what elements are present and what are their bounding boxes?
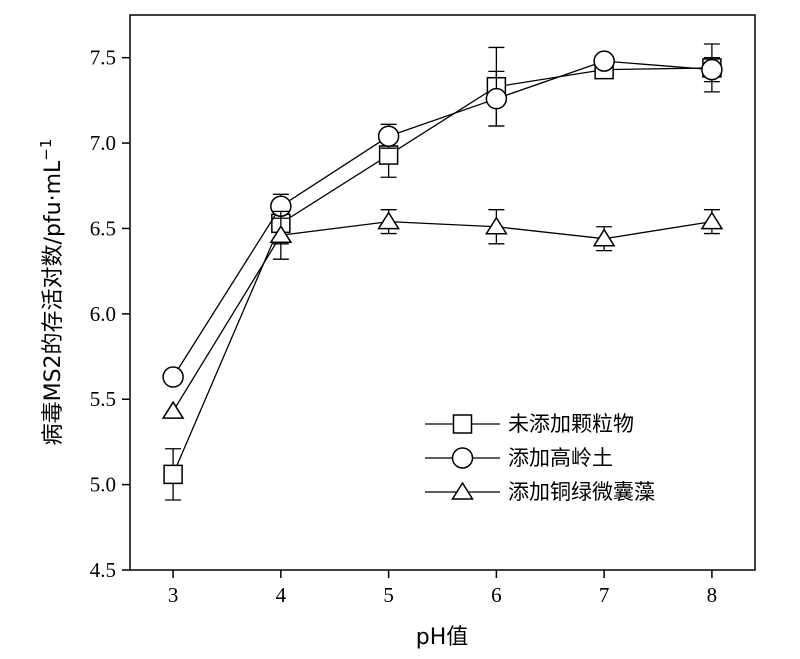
data-point (161, 400, 185, 419)
data-point (377, 211, 400, 230)
legend-item: 添加铜绿微囊藻 (425, 480, 655, 504)
series-layer (161, 43, 724, 501)
x-axis: 3 4 5 6 7 8 (168, 570, 717, 607)
data-point (485, 216, 508, 235)
y-tick-label: 7.0 (90, 131, 116, 155)
x-axis-title: pH值 (416, 625, 469, 650)
data-point (269, 224, 293, 244)
legend-marker (451, 447, 474, 469)
data-point (162, 366, 184, 388)
data-point (593, 50, 615, 72)
data-point (700, 211, 724, 230)
legend-item: 添加高岭土 (425, 446, 613, 470)
data-point (485, 87, 508, 110)
legend-item: 未添加颗粒物 (425, 412, 634, 436)
x-tick-label: 6 (491, 583, 502, 607)
x-tick-label: 7 (599, 583, 610, 607)
y-tick-label: 4.5 (90, 558, 116, 582)
y-tick-label: 6.5 (90, 216, 116, 240)
x-tick-label: 5 (383, 583, 394, 607)
series-square (163, 43, 722, 501)
legend-marker (451, 481, 474, 500)
data-point (592, 228, 616, 247)
x-tick-label: 8 (707, 583, 718, 607)
series-triangle (161, 209, 724, 419)
series-line (172, 60, 712, 378)
y-axis-title: 病毒MS2的存活对数/pfu·mL−1 (37, 139, 66, 446)
x-tick-label: 3 (168, 583, 179, 607)
data-point (163, 464, 183, 485)
data-point (701, 58, 723, 81)
series-circle (162, 50, 723, 388)
legend-label: 未添加颗粒物 (508, 412, 634, 436)
y-tick-label: 6.0 (90, 302, 116, 326)
series-line (172, 220, 712, 412)
legend-label: 添加高岭土 (508, 446, 613, 470)
y-axis-title-text: 病毒MS2的存活对数/pfu·mL (41, 160, 66, 445)
x-tick-label: 4 (276, 583, 287, 607)
plot-area-frame (129, 14, 756, 571)
y-tick-label: 7.5 (90, 46, 116, 70)
legend-label: 添加铜绿微囊藻 (508, 480, 655, 504)
y-axis-title-superscript: −1 (37, 139, 55, 161)
data-point (377, 125, 400, 147)
y-tick-label: 5.0 (90, 473, 116, 497)
legend-marker (452, 414, 473, 434)
y-tick-label: 5.5 (90, 387, 116, 411)
y-axis: 4.5 5.0 5.5 6.0 6.5 7.0 7.5 (90, 46, 130, 582)
